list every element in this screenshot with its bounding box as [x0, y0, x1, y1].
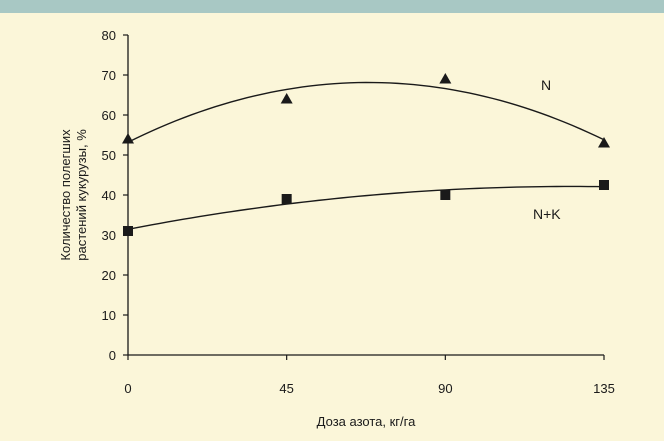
- y-axis-title-line-2: растений кукурузы, %: [74, 129, 89, 261]
- marker-triangle: [280, 93, 293, 104]
- x-tick-label: 45: [279, 381, 293, 396]
- series-label-n-plus-k: N+K: [533, 206, 561, 222]
- y-tick-label: 60: [102, 108, 116, 123]
- x-axis-title: Доза азота, кг/га: [317, 414, 416, 429]
- marker-square: [123, 226, 133, 236]
- x-tick-label: 0: [124, 381, 131, 396]
- y-axis-title-line-1: Количество полегших: [58, 129, 73, 261]
- y-tick-label: 0: [109, 348, 116, 363]
- y-tick-label: 80: [102, 28, 116, 43]
- marker-triangle: [439, 73, 452, 84]
- x-ticks: 0 45 90 135: [124, 355, 615, 396]
- series-label-n: N: [541, 77, 551, 93]
- markers: [122, 73, 610, 236]
- top-color-band: [0, 0, 664, 13]
- marker-square: [599, 180, 609, 190]
- y-tick-label: 40: [102, 188, 116, 203]
- trend-lines: [127, 81, 605, 230]
- y-axis-title: Количество полегших растений кукурузы, %: [58, 129, 89, 261]
- trend-line-series-2: [127, 185, 605, 230]
- marker-square: [281, 194, 292, 204]
- y-tick-label: 70: [102, 68, 116, 83]
- marker-square: [440, 190, 451, 200]
- y-ticks: 0 10 20 30 40 50 60 70 80: [102, 28, 128, 363]
- marker-triangle: [598, 137, 610, 148]
- x-tick-label: 90: [438, 381, 452, 396]
- marker-triangle: [122, 133, 134, 144]
- y-tick-label: 20: [102, 268, 116, 283]
- y-tick-label: 30: [102, 228, 116, 243]
- y-tick-label: 10: [102, 308, 116, 323]
- trend-line-series-1: [127, 81, 605, 143]
- y-tick-label: 50: [102, 148, 116, 163]
- x-tick-label: 135: [593, 381, 615, 396]
